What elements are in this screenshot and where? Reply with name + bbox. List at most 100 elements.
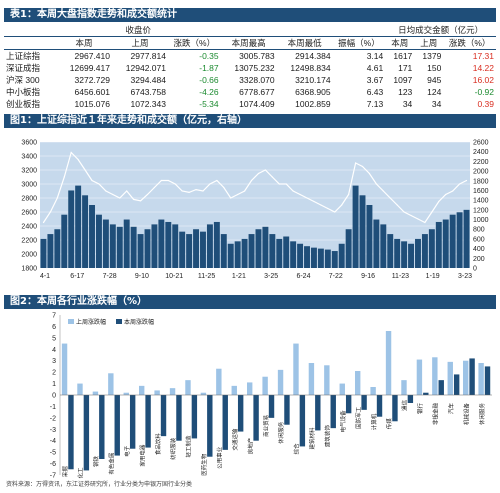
table-row: 深证成指 12699.417 12942.071 -1.87 13075.232 1249… <box>4 62 496 74</box>
prev-week-bar <box>169 388 176 395</box>
col-header: 上周 <box>111 36 168 50</box>
col-header: 本周 <box>385 36 415 50</box>
volume-bar <box>331 251 338 268</box>
x-tick-label: 7-22 <box>329 273 343 280</box>
prev-week-bar <box>370 387 376 395</box>
index-name: 沪深 300 <box>6 75 40 85</box>
prev-week-bar <box>277 369 284 395</box>
x-tick-label: 7-28 <box>103 273 117 280</box>
this-week-bar <box>114 395 120 456</box>
prev-week-bar <box>154 390 160 395</box>
index-point <box>209 183 211 185</box>
cell-close: 1015.076 <box>74 99 110 109</box>
volume-bar <box>401 241 408 268</box>
y-right-tick-label: 2200 <box>473 159 489 166</box>
this-week-bar <box>315 395 321 431</box>
prev-week-bar <box>185 380 191 395</box>
volume-bar <box>304 246 310 268</box>
y-left-tick-label: 3200 <box>21 168 37 175</box>
category-label: 通信 <box>401 400 409 412</box>
category-label: 房地产 <box>246 437 254 454</box>
y-tick-label: 5 <box>52 335 56 342</box>
index-point <box>382 190 384 192</box>
index-name: 上证综指 <box>6 51 41 61</box>
index-point <box>112 193 114 196</box>
this-week-bar <box>453 374 460 395</box>
y-tick-label: 2 <box>52 370 56 377</box>
y-left-tick-label: 1800 <box>21 266 37 273</box>
index-point <box>105 190 107 192</box>
cell-low: 12498.834 <box>290 63 331 73</box>
figure1-title: 图1：上证综指近１年来走势和成交额（亿元，右轴） <box>4 114 496 128</box>
index-point <box>348 193 350 196</box>
index-point <box>202 190 204 192</box>
prev-week-bar <box>401 380 407 395</box>
x-tick-label: 1-19 <box>426 273 440 280</box>
index-point <box>56 197 58 199</box>
category-label: 家用电器 <box>138 444 146 467</box>
cell-high: 6778.677 <box>239 87 275 97</box>
col-header: 本周最高 <box>220 36 277 50</box>
category-label: 计算机 <box>370 413 378 430</box>
volume-bar <box>338 243 345 268</box>
y-tick-label: -2 <box>50 415 56 422</box>
cell-prev: 1072.343 <box>130 99 166 109</box>
volume-bar <box>82 195 89 268</box>
volume-bar <box>75 185 82 268</box>
y-right-tick-label: 1800 <box>473 178 489 185</box>
volume-bar <box>95 214 102 268</box>
cell-amp: 7.13 <box>366 99 384 109</box>
y-left-tick-label: 3400 <box>21 154 37 161</box>
volume-bar <box>297 243 304 268</box>
this-week-bar <box>222 395 228 450</box>
category-label: 机械设备 <box>462 403 470 426</box>
cell-chg: -0.35 <box>199 51 219 61</box>
volume-bar <box>387 234 394 268</box>
volume-bar <box>255 229 262 268</box>
cell-low: 2914.384 <box>295 51 331 61</box>
this-week-bar <box>207 395 213 457</box>
col-header: 上周 <box>414 36 444 50</box>
col-header: 涨跌（%） <box>443 36 496 50</box>
index-point <box>84 169 86 171</box>
cell-prev: 3294.484 <box>130 75 166 85</box>
cell-vol: 34 <box>402 99 413 109</box>
prev-week-bar <box>92 391 99 395</box>
cell-high: 13075.232 <box>234 63 275 73</box>
volume-bar <box>310 247 317 268</box>
volume-bar <box>193 229 200 268</box>
y-right-tick-label: 600 <box>473 236 485 243</box>
cell-chg: -4.26 <box>199 87 219 97</box>
cell-vol-chg: 0.39 <box>477 99 494 109</box>
legend-label: 本周涨跌幅 <box>124 318 154 326</box>
volume-bar <box>151 224 158 268</box>
volume-bar <box>179 231 186 268</box>
y-tick-label: 4 <box>52 347 56 354</box>
table-row: 创业板指 1015.076 1072.343 -5.34 1074.409 1002.85… <box>4 98 496 110</box>
x-tick-label: 11-23 <box>392 273 409 280</box>
volume-bar <box>373 219 380 268</box>
index-name: 创业板指 <box>6 99 41 109</box>
cell-close: 12699.417 <box>69 63 110 73</box>
this-week-bar <box>253 395 259 441</box>
index-point <box>250 179 253 182</box>
volume-bar <box>421 234 428 268</box>
index-point <box>223 186 225 189</box>
this-week-bar <box>99 395 105 459</box>
this-week-bar <box>361 395 367 410</box>
volume-bar <box>442 219 449 268</box>
prev-week-bar <box>339 383 345 395</box>
y-tick-label: -7 <box>50 473 56 480</box>
cell-vol-prev: 150 <box>427 63 442 73</box>
index-point <box>257 172 260 175</box>
x-tick-label: 3-23 <box>458 273 472 280</box>
volume-bar <box>428 229 435 268</box>
index-point <box>195 189 197 191</box>
table-group-header: 收盘价 日均成交金额（亿元） <box>4 24 496 37</box>
volume-bar <box>144 229 151 268</box>
volume-bar <box>366 205 373 268</box>
y-right-tick-label: 2400 <box>473 149 489 156</box>
volume-bar <box>380 224 387 268</box>
y-left-tick-label: 2200 <box>21 238 37 245</box>
x-tick-label: 9-10 <box>135 273 149 280</box>
